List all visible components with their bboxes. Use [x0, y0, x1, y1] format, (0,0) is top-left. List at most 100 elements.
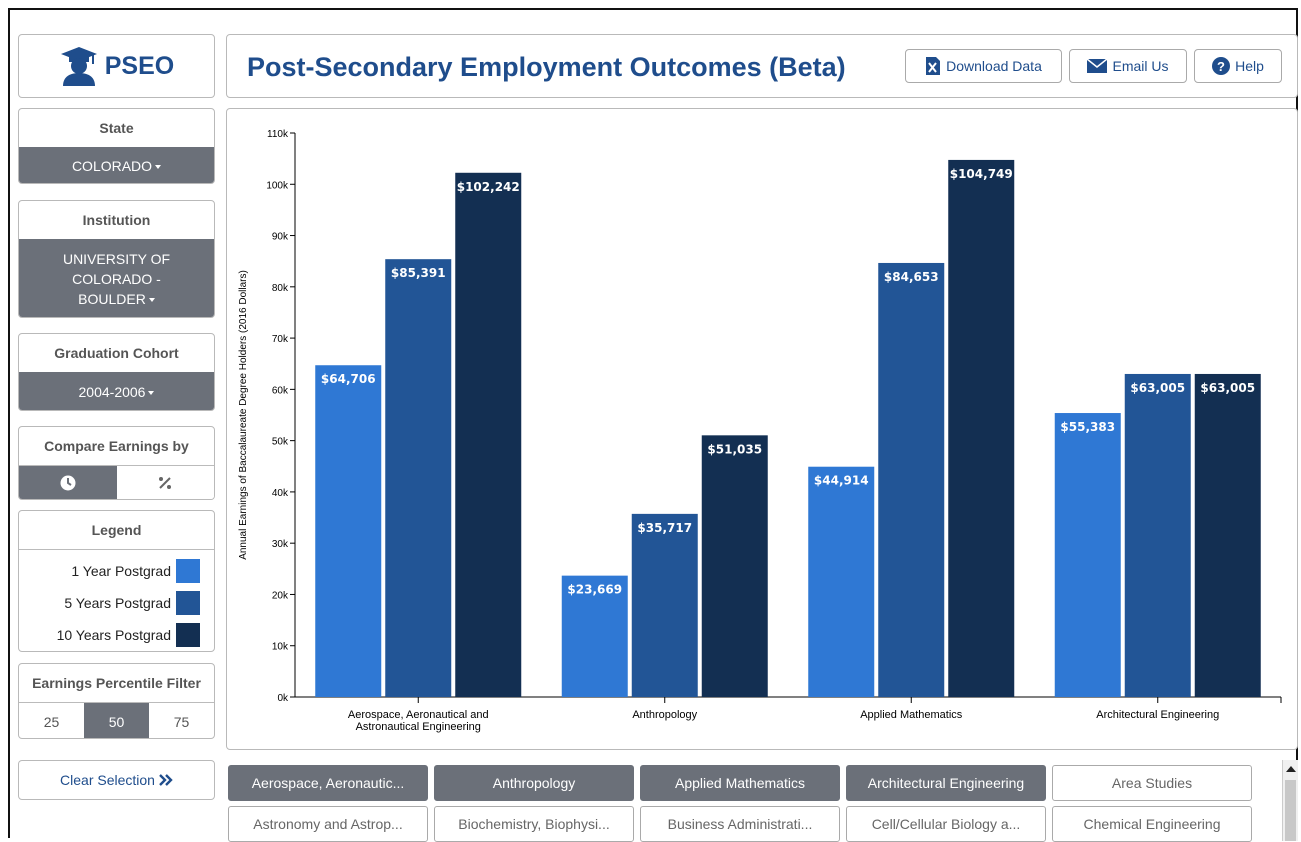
compare-earnings: Compare Earnings by: [18, 426, 215, 500]
state-dropdown[interactable]: COLORADO: [19, 147, 214, 183]
y-tick-label: 50k: [272, 437, 289, 448]
major-tile[interactable]: Anthropology: [434, 765, 634, 801]
bar-value-label: $55,383: [1060, 420, 1115, 434]
svg-text:?: ?: [1217, 59, 1225, 74]
help-button[interactable]: ? Help: [1194, 49, 1282, 83]
major-tile[interactable]: Cell/Cellular Biology a...: [846, 806, 1046, 842]
bar-value-label: $102,242: [457, 180, 520, 194]
major-tile[interactable]: Chemical Engineering: [1052, 806, 1252, 842]
bar-value-label: $63,005: [1130, 381, 1185, 395]
clock-icon: [60, 475, 76, 491]
chart-panel: 0k 10k 20k 30k 40k 50k 60k 70k 80k 90k 100k 110k Ann…: [226, 108, 1298, 750]
y-axis-label: Annual Earnings of Baccalaureate Degree …: [238, 270, 249, 560]
bar: [631, 513, 698, 697]
x-tick-label: Aerospace, Aeronautical and: [348, 709, 489, 721]
bar: [385, 259, 452, 697]
excel-file-icon: [926, 57, 941, 75]
y-tick-label: 30k: [272, 539, 289, 550]
y-tick-label: 10k: [272, 642, 289, 653]
envelope-icon: [1087, 59, 1108, 73]
download-data-button[interactable]: Download Data: [905, 49, 1062, 83]
y-tick-label: 110k: [267, 129, 289, 140]
legend-swatch: [176, 591, 200, 615]
major-tile[interactable]: Area Studies: [1052, 765, 1252, 801]
percentile-75-button[interactable]: 75: [173, 713, 190, 730]
y-tick-label: 70k: [272, 334, 289, 345]
download-data-label: Download Data: [946, 58, 1042, 74]
bar-value-label: $64,706: [321, 372, 376, 386]
caret-down-icon: [148, 298, 155, 303]
institution-value-line-1: UNIVERSITY OF: [62, 251, 171, 267]
header-bar: Post-Secondary Employment Outcomes (Beta…: [226, 34, 1298, 98]
bar-value-label: $104,749: [950, 167, 1013, 181]
legend-item: 1 Year Postgrad: [19, 555, 214, 587]
legend-item-label: 5 Years Postgrad: [64, 595, 171, 611]
bar-value-label: $23,669: [567, 583, 622, 597]
bar-value-label: $35,717: [637, 521, 692, 535]
major-tile[interactable]: Aerospace, Aeronautic...: [228, 765, 428, 801]
bar: [1124, 373, 1191, 697]
bar-value-label: $63,005: [1200, 381, 1255, 395]
email-us-button[interactable]: Email Us: [1069, 49, 1187, 83]
clear-selection-button[interactable]: Clear Selection: [18, 760, 215, 800]
major-tile[interactable]: Astronomy and Astrop...: [228, 806, 428, 842]
bar: [878, 262, 945, 697]
x-tick-label: Astronautical Engineering: [356, 721, 481, 733]
major-tile[interactable]: Applied Mathematics: [640, 765, 840, 801]
earnings-bar-chart: 0k 10k 20k 30k 40k 50k 60k 70k 80k 90k 100k 110k Ann…: [238, 129, 1282, 733]
graduate-icon: [60, 47, 97, 86]
major-tile[interactable]: Business Administrati...: [640, 806, 840, 842]
scroll-thumb[interactable]: [1285, 780, 1296, 841]
cohort-filter: Graduation Cohort 2004-2006: [18, 333, 215, 411]
tile-scrollbar[interactable]: [1282, 760, 1298, 841]
legend-item-label: 10 Years Postgrad: [56, 627, 171, 643]
cohort-dropdown[interactable]: 2004-2006: [19, 372, 214, 410]
compare-by-percentile-button[interactable]: [116, 466, 214, 499]
bar: [561, 575, 628, 697]
cohort-value: 2004-2006: [78, 384, 146, 400]
major-tile[interactable]: Biochemistry, Biophysi...: [434, 806, 634, 842]
percentile-50-button[interactable]: 50: [84, 703, 149, 738]
percentile-label: Earnings Percentile Filter: [32, 675, 201, 691]
bar: [948, 159, 1015, 697]
state-filter: State COLORADO: [18, 108, 215, 184]
legend-item: 10 Years Postgrad: [19, 619, 214, 651]
bar: [701, 435, 768, 697]
double-chevron-right-icon: [159, 774, 173, 786]
compare-label: Compare Earnings by: [19, 427, 214, 466]
compare-by-time-button[interactable]: [19, 466, 117, 499]
x-tick-label: Applied Mathematics: [860, 709, 963, 721]
institution-label: Institution: [82, 212, 151, 228]
percentile-25-button[interactable]: 25: [43, 713, 60, 730]
clear-selection-label: Clear Selection: [60, 772, 155, 788]
caret-down-icon: [155, 165, 162, 170]
bar: [315, 365, 382, 697]
institution-filter: Institution UNIVERSITY OF COLORADO - BOU…: [18, 200, 215, 318]
bar-value-label: $85,391: [391, 266, 446, 280]
pseo-logo[interactable]: PSEO: [18, 34, 215, 98]
y-tick-label: 20k: [272, 590, 289, 601]
y-tick-label: 60k: [272, 385, 289, 396]
institution-value-line-3: BOULDER: [78, 291, 146, 307]
bar: [808, 466, 875, 697]
page-title: Post-Secondary Employment Outcomes (Beta…: [247, 52, 846, 82]
y-tick-label: 0k: [277, 693, 289, 704]
help-label: Help: [1235, 58, 1264, 74]
y-tick-label: 80k: [272, 283, 289, 294]
state-label: State: [99, 120, 134, 136]
institution-dropdown[interactable]: UNIVERSITY OF COLORADO - BOULDER: [19, 239, 214, 317]
legend-item: 5 Years Postgrad: [19, 587, 214, 619]
y-tick-label: 90k: [272, 232, 289, 243]
bar-value-label: $51,035: [707, 442, 762, 456]
percent-icon: [159, 477, 172, 489]
scroll-up-arrow-icon[interactable]: [1286, 766, 1296, 772]
state-value: COLORADO: [71, 158, 153, 174]
legend-label: Legend: [19, 511, 214, 550]
logo-text: PSEO: [104, 51, 175, 80]
y-tick-label: 40k: [272, 488, 289, 499]
major-tile[interactable]: Architectural Engineering: [846, 765, 1046, 801]
caret-down-icon: [148, 391, 155, 396]
y-tick-label: 100k: [266, 180, 289, 191]
percentile-filter: Earnings Percentile Filter 25 50 75: [18, 663, 215, 739]
email-us-label: Email Us: [1112, 58, 1169, 74]
